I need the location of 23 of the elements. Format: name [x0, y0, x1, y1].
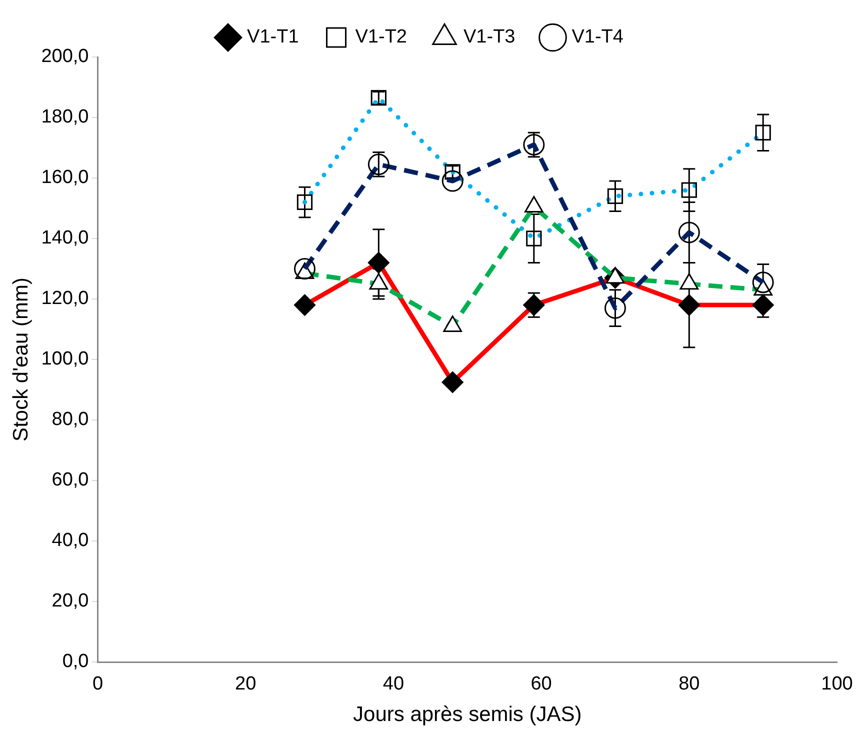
y-tick-label: 120,0 [41, 288, 89, 310]
y-tick-label: 140,0 [41, 228, 89, 249]
x-tick-label: 100 [821, 674, 853, 695]
y-tick-label: 200,0 [41, 46, 89, 68]
legend-label: V1-T3 [464, 26, 516, 48]
legend-label: V1-T2 [355, 26, 408, 48]
legend-label: V1-T4 [572, 26, 624, 48]
y-tick-label: 160,0 [41, 167, 89, 188]
x-tick-label: 0 [92, 674, 104, 695]
y-tick-label: 100,0 [41, 348, 89, 370]
y-tick-label: 180,0 [41, 106, 89, 128]
y-tick-label: 0,0 [62, 651, 89, 672]
y-axis-title: Stock d'eau (mm) [9, 278, 32, 442]
x-tick-label: 60 [530, 674, 552, 695]
x-axis-title: Jours après semis (JAS) [353, 703, 582, 726]
x-tick-label: 80 [678, 674, 700, 695]
y-tick-label: 20,0 [52, 590, 89, 612]
y-tick-label: 80,0 [52, 409, 89, 430]
x-tick-label: 40 [382, 674, 404, 695]
legend-label: V1-T1 [247, 26, 299, 48]
y-tick-label: 40,0 [52, 530, 89, 552]
x-tick-label: 20 [235, 674, 256, 695]
y-tick-label: 60,0 [52, 470, 89, 491]
